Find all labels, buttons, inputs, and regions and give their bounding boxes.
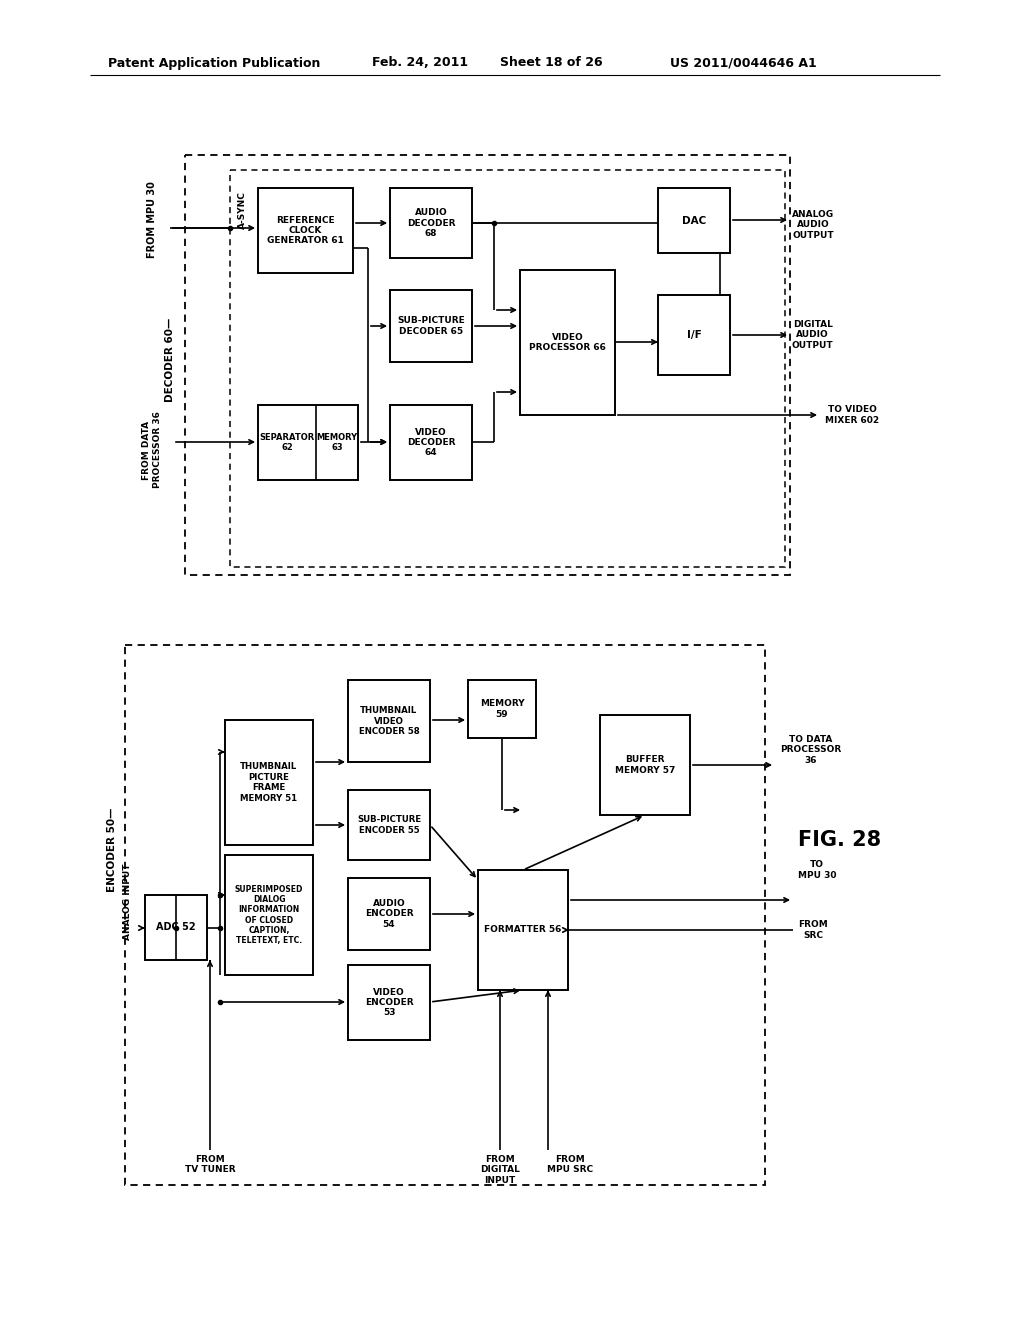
Text: FROM
MPU SRC: FROM MPU SRC xyxy=(547,1155,593,1175)
Bar xyxy=(185,154,790,576)
Text: FROM MPU 30: FROM MPU 30 xyxy=(147,182,157,259)
Text: SEPARATOR
62: SEPARATOR 62 xyxy=(259,433,314,453)
Text: Patent Application Publication: Patent Application Publication xyxy=(108,57,321,70)
Text: DIGITAL
AUDIO
OUTPUT: DIGITAL AUDIO OUTPUT xyxy=(792,319,834,350)
Text: THUMBNAIL
PICTURE
FRAME
MEMORY 51: THUMBNAIL PICTURE FRAME MEMORY 51 xyxy=(241,763,298,803)
Bar xyxy=(258,405,358,480)
Bar xyxy=(348,878,430,950)
Text: TO
MPU 30: TO MPU 30 xyxy=(798,861,837,879)
Text: AUDIO
DECODER
68: AUDIO DECODER 68 xyxy=(407,209,456,238)
Text: MEMORY
59: MEMORY 59 xyxy=(479,700,524,718)
Bar xyxy=(258,187,353,273)
Text: AUDIO
ENCODER
54: AUDIO ENCODER 54 xyxy=(365,899,414,929)
Text: DAC: DAC xyxy=(682,215,707,226)
Text: VIDEO
DECODER
64: VIDEO DECODER 64 xyxy=(407,428,456,458)
Bar xyxy=(125,645,765,1185)
Text: FROM DATA
PROCESSOR 36: FROM DATA PROCESSOR 36 xyxy=(142,412,162,488)
Text: SUB-PICTURE
ENCODER 55: SUB-PICTURE ENCODER 55 xyxy=(357,816,421,834)
Text: US 2011/0044646 A1: US 2011/0044646 A1 xyxy=(670,57,817,70)
Text: FROM
TV TUNER: FROM TV TUNER xyxy=(184,1155,236,1175)
Text: SUB-PICTURE
DECODER 65: SUB-PICTURE DECODER 65 xyxy=(397,317,465,335)
Text: A-SYNC: A-SYNC xyxy=(238,191,247,228)
Bar xyxy=(658,187,730,253)
Text: REFERENCE
CLOCK
GENERATOR 61: REFERENCE CLOCK GENERATOR 61 xyxy=(267,215,344,246)
Text: Feb. 24, 2011: Feb. 24, 2011 xyxy=(372,57,468,70)
Bar xyxy=(145,895,207,960)
Text: THUMBNAIL
VIDEO
ENCODER 58: THUMBNAIL VIDEO ENCODER 58 xyxy=(358,706,420,737)
Bar xyxy=(348,965,430,1040)
Bar xyxy=(225,855,313,975)
Bar xyxy=(348,680,430,762)
Text: TO DATA
PROCESSOR
36: TO DATA PROCESSOR 36 xyxy=(780,735,842,764)
Text: ENCODER 50—: ENCODER 50— xyxy=(106,808,117,892)
Bar xyxy=(600,715,690,814)
Text: FROM
DIGITAL
INPUT: FROM DIGITAL INPUT xyxy=(480,1155,520,1185)
Text: BUFFER
MEMORY 57: BUFFER MEMORY 57 xyxy=(614,755,675,775)
Bar xyxy=(390,405,472,480)
Bar xyxy=(225,719,313,845)
Text: VIDEO
PROCESSOR 66: VIDEO PROCESSOR 66 xyxy=(529,333,606,352)
Bar xyxy=(658,294,730,375)
Text: FROM
SRC: FROM SRC xyxy=(798,920,827,940)
Bar xyxy=(468,680,536,738)
Text: FORMATTER 56: FORMATTER 56 xyxy=(484,925,562,935)
Text: ANALOG
AUDIO
OUTPUT: ANALOG AUDIO OUTPUT xyxy=(792,210,835,240)
Text: VIDEO
ENCODER
53: VIDEO ENCODER 53 xyxy=(365,987,414,1018)
Bar xyxy=(390,187,472,257)
Text: FIG. 28: FIG. 28 xyxy=(799,830,882,850)
Bar xyxy=(478,870,568,990)
Text: I/F: I/F xyxy=(687,330,701,341)
Bar xyxy=(348,789,430,861)
Text: ADC 52: ADC 52 xyxy=(157,923,196,932)
Text: Sheet 18 of 26: Sheet 18 of 26 xyxy=(500,57,603,70)
Text: TO VIDEO
MIXER 602: TO VIDEO MIXER 602 xyxy=(825,405,880,425)
Text: DECODER 60—: DECODER 60— xyxy=(165,318,175,403)
Text: MEMORY
63: MEMORY 63 xyxy=(316,433,357,453)
Bar xyxy=(390,290,472,362)
Bar xyxy=(520,271,615,414)
Bar xyxy=(230,170,785,568)
Text: ANALOG INPUT: ANALOG INPUT xyxy=(124,863,132,940)
Text: SUPERIMPOSED
DIALOG
INFORMATION
OF CLOSED
CAPTION,
TELETEXT, ETC.: SUPERIMPOSED DIALOG INFORMATION OF CLOSE… xyxy=(234,884,303,945)
